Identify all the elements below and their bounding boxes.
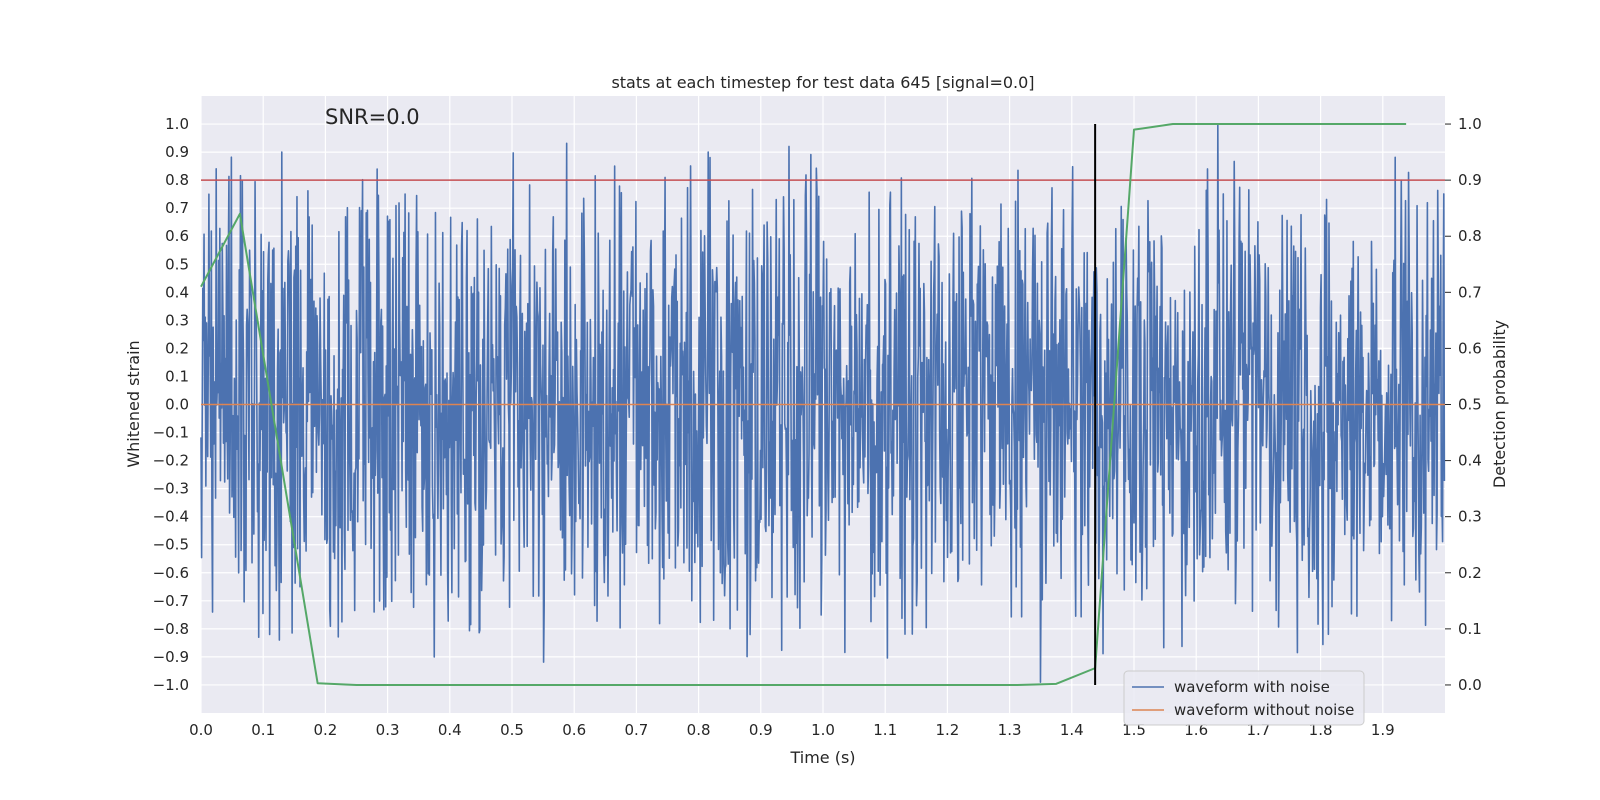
x-tick-label: 0.0	[189, 721, 213, 739]
right-y-tick-label: 0.5	[1458, 396, 1482, 414]
legend-label-noisy: waveform with noise	[1174, 678, 1330, 696]
left-y-tick-label: −1.0	[153, 676, 189, 694]
left-y-tick-label: −0.4	[153, 508, 189, 526]
detection-probability-line	[200, 123, 1407, 686]
x-tick-label: 1.9	[1371, 721, 1395, 739]
x-tick-label: 0.2	[313, 721, 337, 739]
x-tick-label: 0.7	[624, 721, 648, 739]
right-y-axis-label: Detection probability	[1490, 320, 1509, 488]
noisy-waveform-series	[200, 123, 1446, 683]
left-y-tick-label: 0.6	[165, 227, 189, 245]
right-y-tick-label: 0.8	[1458, 227, 1482, 245]
left-y-tick-label: 0.9	[165, 143, 189, 161]
legend: waveform with noise waveform without noi…	[1123, 670, 1365, 726]
left-y-tick-label: 0.7	[165, 199, 189, 217]
left-y-tick-label: −0.3	[153, 480, 189, 498]
right-y-tick-label: 0.3	[1458, 508, 1482, 526]
x-tick-label: 0.8	[687, 721, 711, 739]
x-tick-label: 0.6	[562, 721, 586, 739]
right-y-tick-label: 0.4	[1458, 452, 1482, 470]
detection-probability-series	[200, 123, 1407, 686]
left-y-tick-label: −0.2	[153, 452, 189, 470]
right-y-tick-label: 1.0	[1458, 115, 1482, 133]
right-y-tick-label: 0.6	[1458, 339, 1482, 357]
x-tick-label: 0.3	[376, 721, 400, 739]
left-y-axis-ticks: 1.0 0.9 0.8 0.7 0.6 0.5 0.4 0.3 0.2 0.1 0.0 −0.1 −0.…	[153, 115, 189, 694]
legend-box	[1123, 670, 1365, 726]
x-axis-label: Time (s)	[789, 748, 855, 767]
right-y-tick-label: 0.9	[1458, 171, 1482, 189]
left-y-tick-label: −0.6	[153, 564, 189, 582]
legend-label-clean: waveform without noise	[1174, 701, 1354, 719]
left-y-tick-label: 0.3	[165, 311, 189, 329]
x-tick-label: 0.5	[500, 721, 524, 739]
left-y-tick-label: −0.1	[153, 424, 189, 442]
right-y-tick-label: 0.0	[1458, 676, 1482, 694]
x-tick-label: 1.3	[998, 721, 1022, 739]
x-tick-label: 0.9	[749, 721, 773, 739]
left-y-tick-label: 0.8	[165, 171, 189, 189]
x-tick-label: 1.2	[935, 721, 959, 739]
x-tick-label: 0.1	[251, 721, 275, 739]
left-y-tick-label: 0.4	[165, 283, 189, 301]
left-y-tick-label: 0.1	[165, 367, 189, 385]
left-y-tick-label: 1.0	[165, 115, 189, 133]
x-tick-label: 1.4	[1060, 721, 1084, 739]
snr-annotation: SNR=0.0	[325, 105, 420, 129]
left-y-tick-label: −0.9	[153, 648, 189, 666]
right-y-tick-label: 0.2	[1458, 564, 1482, 582]
left-y-tick-label: 0.2	[165, 339, 189, 357]
left-y-tick-label: 0.0	[165, 396, 189, 414]
right-y-tick-label: 0.1	[1458, 620, 1482, 638]
left-y-axis-label: Whitened strain	[124, 340, 143, 467]
right-y-axis-ticks: 1.0 0.9 0.8 0.7 0.6 0.5 0.4 0.3 0.2 0.1 0.0	[1445, 115, 1482, 694]
left-y-tick-label: −0.5	[153, 536, 189, 554]
right-y-tick-label: 0.7	[1458, 283, 1482, 301]
left-y-tick-label: −0.7	[153, 592, 189, 610]
left-y-tick-label: −0.8	[153, 620, 189, 638]
left-y-tick-label: 0.5	[165, 255, 189, 273]
noisy-waveform-line	[200, 123, 1446, 683]
x-tick-label: 0.4	[438, 721, 462, 739]
chart-title: stats at each timestep for test data 645…	[611, 73, 1034, 92]
x-tick-label: 1.1	[873, 721, 897, 739]
x-tick-label: 1.0	[811, 721, 835, 739]
